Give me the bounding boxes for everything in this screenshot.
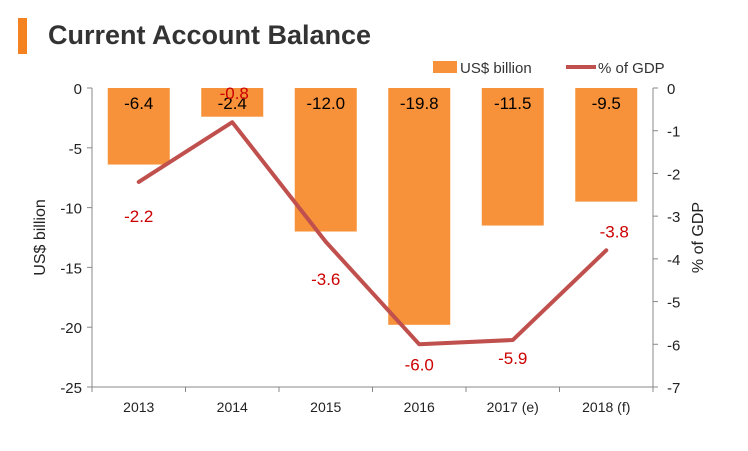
bar-data-label: -9.5: [592, 94, 621, 113]
y-tick-label: -25: [60, 380, 82, 397]
y-axis-title: US$ billion: [32, 199, 49, 275]
bar-data-label: -12.0: [306, 94, 345, 113]
line-data-label: -5.9: [498, 349, 527, 368]
line-data-label: -2.2: [124, 207, 153, 226]
bar-2016: [388, 88, 451, 325]
y2-tick-label: -7: [667, 380, 680, 397]
y2-tick-label: -6: [667, 337, 680, 354]
x-tick-label: 2016: [404, 399, 435, 415]
bar-2013: [107, 88, 170, 165]
x-tick-label: 2018 (f): [582, 399, 630, 415]
bar-data-label: -2.4: [218, 94, 247, 113]
y-tick-label: 0: [74, 81, 82, 98]
y2-tick-label: -2: [667, 166, 680, 183]
line-data-label: -3.6: [311, 270, 340, 289]
y2-tick-label: 0: [667, 81, 675, 98]
x-tick-label: 2014: [217, 399, 248, 415]
gdp-series-line: [136, 120, 609, 347]
y-tick-label: -10: [60, 201, 82, 218]
y2-axis-title: % of GDP: [690, 202, 707, 273]
y-tick-label: -20: [60, 320, 82, 337]
y2-tick-label: -3: [667, 209, 680, 226]
bar-2015: [294, 88, 357, 232]
bar-2018f: [575, 88, 638, 202]
line-data-label: -3.8: [600, 222, 629, 241]
y-tick-label: -5: [69, 141, 82, 158]
x-tick-label: 2017 (e): [487, 399, 539, 415]
bar-2017e: [481, 88, 544, 226]
bar-data-label: -19.8: [400, 94, 439, 113]
chart-title: Current Account Balance: [48, 20, 372, 50]
y2-tick-label: -1: [667, 124, 680, 141]
x-tick-label: 2013: [123, 399, 154, 415]
y2-tick-label: -4: [667, 252, 680, 269]
bar-data-label: -6.4: [124, 94, 153, 113]
legend-swatch-bar: [433, 61, 457, 73]
line-data-label: -6.0: [405, 355, 434, 374]
bar-2014: [201, 88, 264, 117]
y2-tick-label: -5: [667, 295, 680, 312]
title-accent-bar: [18, 18, 27, 54]
legend-label-bar: US$ billion: [460, 60, 532, 77]
x-tick-label: 2015: [310, 399, 341, 415]
legend-label-line: % of GDP: [598, 60, 665, 77]
y-tick-label: -15: [60, 260, 82, 277]
bar-data-label: -11.5: [494, 94, 532, 113]
line-data-label: -0.8: [220, 84, 249, 103]
